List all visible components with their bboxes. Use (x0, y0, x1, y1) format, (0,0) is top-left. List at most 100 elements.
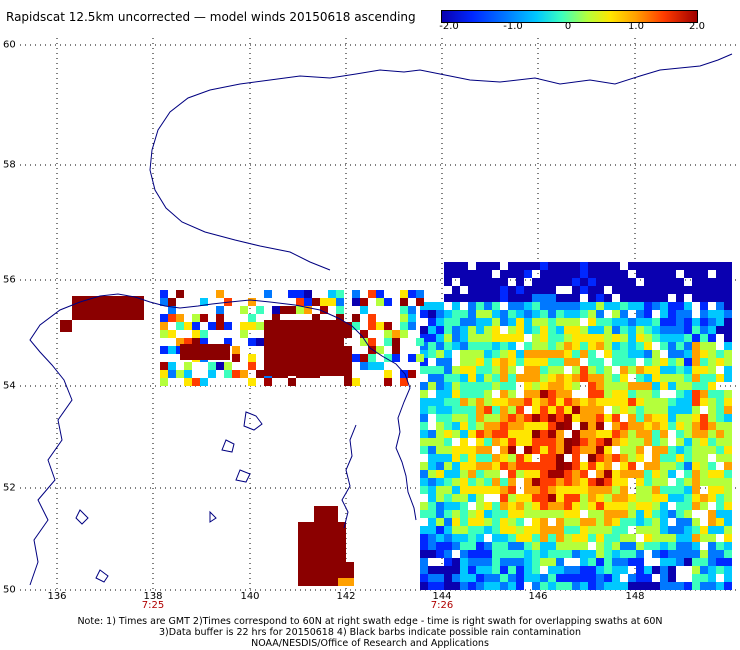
wind-cell (588, 318, 596, 326)
wind-cell (716, 486, 724, 494)
wind-cell (200, 298, 208, 306)
wind-cell (708, 318, 716, 326)
wind-cell (660, 582, 668, 590)
wind-cell (556, 382, 564, 390)
wind-cell (716, 302, 724, 310)
wind-cell (360, 298, 368, 306)
wind-cell (540, 486, 548, 494)
wind-cell (596, 422, 604, 430)
wind-cell (508, 270, 516, 278)
wind-cell (416, 298, 424, 306)
wind-cell (428, 462, 436, 470)
wind-cell (716, 558, 724, 566)
wind-cell (588, 286, 596, 294)
wind-cell (408, 314, 416, 322)
wind-cell (548, 558, 556, 566)
wind-cell (660, 326, 668, 334)
wind-cell (160, 322, 168, 330)
wind-cell (660, 574, 668, 582)
wind-cell (572, 318, 580, 326)
wind-cell (564, 414, 572, 422)
wind-cell (676, 286, 684, 294)
colorbar-label: 2.0 (689, 21, 705, 32)
wind-cell (224, 362, 232, 370)
wind-cell (652, 382, 660, 390)
wind-cell (660, 302, 668, 310)
wind-cell (484, 502, 492, 510)
wind-cell (344, 378, 352, 386)
wind-cell (556, 526, 564, 534)
wind-cell (636, 270, 644, 278)
wind-cell (548, 582, 556, 590)
wind-cell (676, 558, 684, 566)
wind-cell (556, 414, 564, 422)
wind-cell (532, 390, 540, 398)
wind-cell (500, 558, 508, 566)
wind-cell (280, 306, 288, 314)
wind-cell (556, 438, 564, 446)
wind-cell (468, 310, 476, 318)
wind-cell (652, 502, 660, 510)
wind-cell (500, 430, 508, 438)
wind-cell (168, 362, 176, 370)
wind-cell (588, 502, 596, 510)
wind-cell (684, 422, 692, 430)
wind-cell (692, 342, 700, 350)
wind-cell (524, 326, 532, 334)
wind-cell (580, 502, 588, 510)
wind-cell (468, 582, 476, 590)
wind-cell (668, 582, 676, 590)
wind-cell (684, 494, 692, 502)
wind-cell (596, 302, 604, 310)
wind-cell (700, 470, 708, 478)
wind-cell (444, 422, 452, 430)
wind-cell (540, 318, 548, 326)
wind-cell (660, 310, 668, 318)
wind-cell (596, 558, 604, 566)
wind-cell (436, 566, 444, 574)
wind-cell (708, 486, 716, 494)
wind-cell (644, 270, 652, 278)
wind-cell (500, 574, 508, 582)
wind-cell (548, 366, 556, 374)
wind-cell (612, 422, 620, 430)
wind-cell (476, 278, 484, 286)
wind-cell (668, 470, 676, 478)
wind-cell (460, 542, 468, 550)
wind-cell (540, 446, 548, 454)
wind-cell (668, 414, 676, 422)
wind-cell (620, 406, 628, 414)
wind-cell (468, 374, 476, 382)
wind-cell (644, 358, 652, 366)
wind-cell (588, 262, 596, 270)
wind-cell (532, 510, 540, 518)
wind-cell (620, 558, 628, 566)
wind-cell (692, 582, 700, 590)
wind-cell (500, 422, 508, 430)
wind-cell (724, 334, 732, 342)
wind-cell (660, 550, 668, 558)
wind-cell (716, 318, 724, 326)
wind-cell (524, 558, 532, 566)
wind-cell (468, 566, 476, 574)
wind-cell (564, 350, 572, 358)
wind-map (20, 38, 736, 591)
wind-cell (476, 534, 484, 542)
wind-cell (548, 502, 556, 510)
wind-cell (492, 470, 500, 478)
wind-cell (708, 358, 716, 366)
wind-cell (420, 566, 428, 574)
wind-cell (540, 518, 548, 526)
wind-cell (540, 502, 548, 510)
wind-cell (298, 546, 306, 554)
wind-cell (240, 322, 248, 330)
wind-cell (652, 518, 660, 526)
wind-cell (392, 330, 400, 338)
wind-cell (500, 350, 508, 358)
wind-cell (420, 414, 428, 422)
wind-cell (556, 374, 564, 382)
wind-cell (644, 502, 652, 510)
wind-cell (492, 430, 500, 438)
wind-cell (652, 286, 660, 294)
wind-cell (532, 302, 540, 310)
